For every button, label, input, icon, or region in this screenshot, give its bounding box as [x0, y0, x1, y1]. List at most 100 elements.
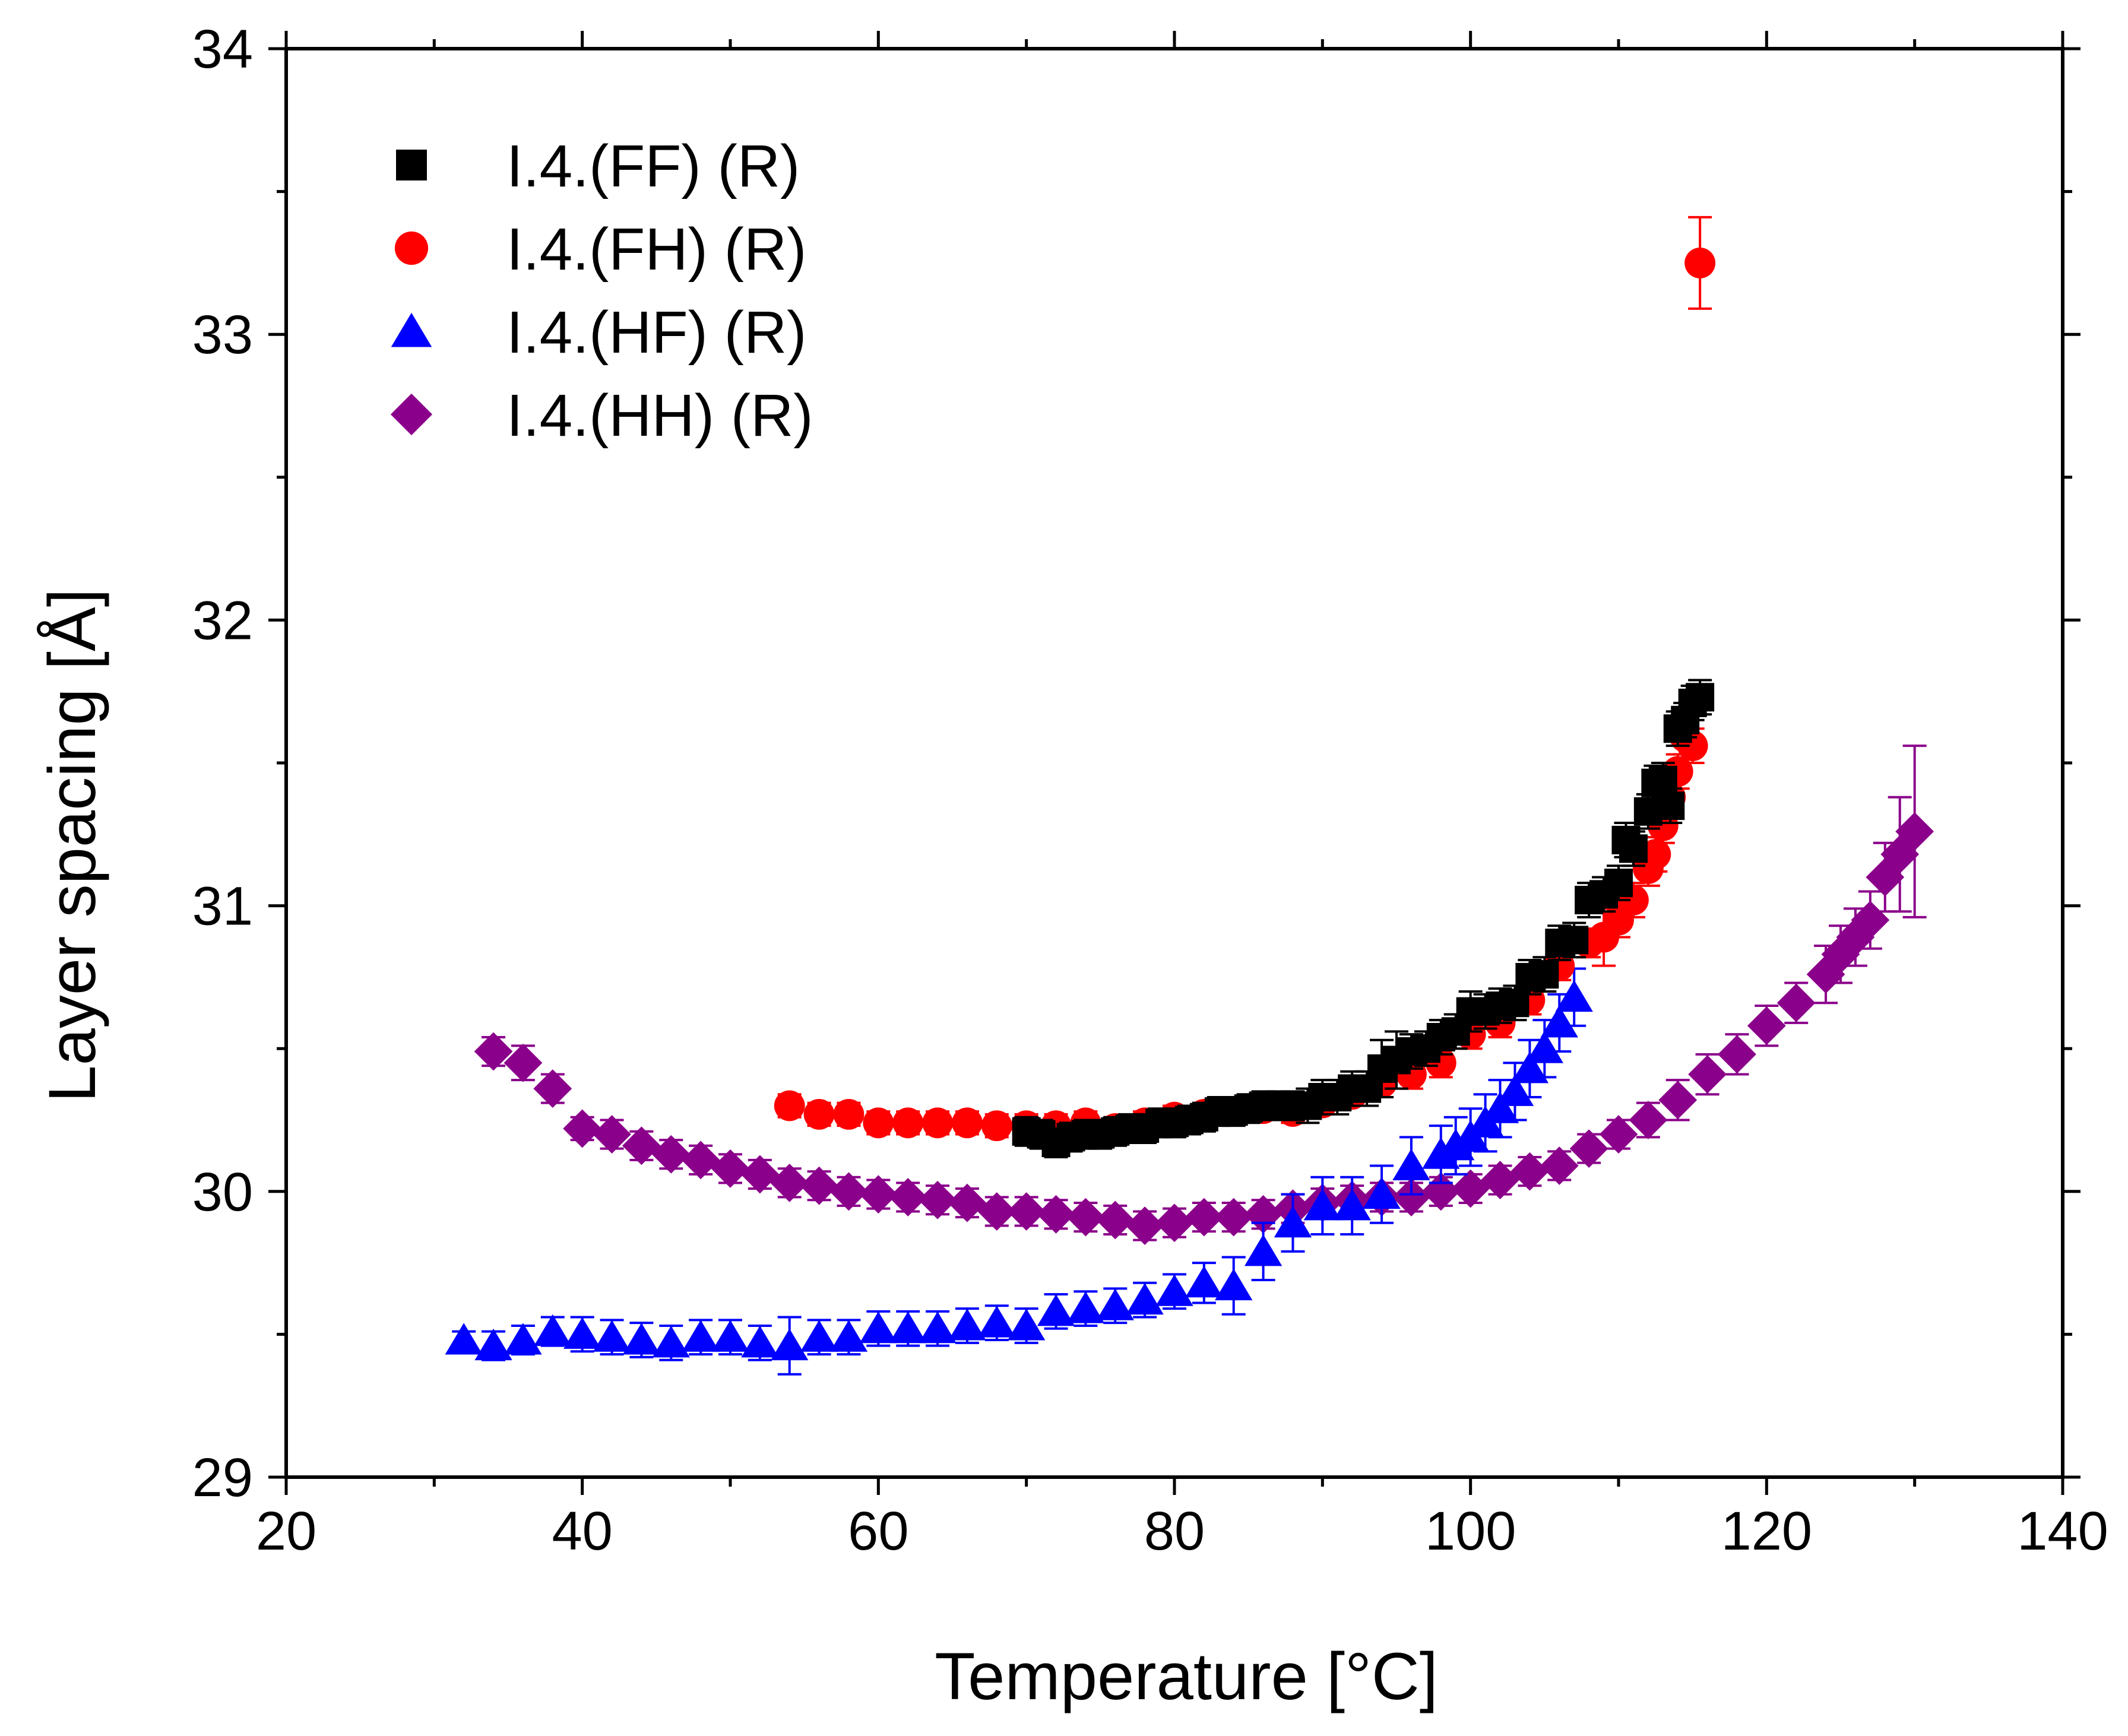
data-point: [741, 1326, 779, 1358]
data-point: [859, 1175, 898, 1214]
data-point: [1185, 1198, 1224, 1237]
data-point: [474, 1032, 513, 1071]
data-point: [1821, 935, 1860, 974]
data-point: [978, 1306, 1016, 1338]
data-point: [563, 1109, 602, 1148]
data-point: [534, 1314, 572, 1347]
data-point: [800, 1320, 838, 1352]
data-marks: [445, 216, 1934, 1376]
data-point: [682, 1320, 720, 1352]
data-point: [1619, 834, 1648, 863]
y-tick-label: 31: [192, 876, 253, 937]
data-point: [1155, 1274, 1193, 1306]
legend-label: I.4.(HH) (R): [506, 382, 813, 449]
data-point: [1125, 1206, 1164, 1245]
data-point: [1007, 1192, 1046, 1231]
data-point: [859, 1311, 898, 1344]
data-point: [1363, 1177, 1401, 1209]
data-point: [1095, 1200, 1135, 1240]
legend-entry-1: I.4.(FH) (R): [394, 216, 806, 283]
data-point: [1629, 1101, 1668, 1139]
data-point: [1880, 835, 1920, 874]
data-point: [1688, 1055, 1727, 1094]
y-axis-title: Layer spacing [Å]: [35, 588, 109, 1102]
data-point: [1274, 1205, 1312, 1238]
x-tick-label: 60: [848, 1501, 908, 1561]
data-point: [918, 1180, 957, 1219]
data-point: [1530, 960, 1559, 989]
data-point: [1303, 1189, 1342, 1221]
data-point: [1214, 1198, 1253, 1237]
data-point: [740, 1155, 780, 1194]
data-point: [1451, 1169, 1490, 1208]
data-point: [1392, 1148, 1430, 1180]
x-tick-label: 140: [2017, 1501, 2108, 1561]
data-point: [1686, 683, 1715, 712]
data-point: [803, 1098, 835, 1130]
data-point: [948, 1183, 987, 1222]
data-point: [1895, 812, 1934, 851]
legend-marker: [390, 393, 433, 436]
legend-marker: [394, 231, 429, 265]
series-0: [1012, 679, 1715, 1159]
data-point: [1185, 1265, 1223, 1298]
series-2: [445, 967, 1593, 1376]
data-point: [593, 1320, 631, 1352]
data-point: [892, 1107, 924, 1139]
data-point: [800, 1166, 838, 1205]
x-axis-title: Temperature [°C]: [935, 1639, 1438, 1713]
data-point: [1658, 1081, 1698, 1120]
data-point: [1776, 983, 1816, 1022]
y-tick-label: 29: [192, 1447, 253, 1508]
data-point: [1096, 1288, 1134, 1320]
y-tick-label: 33: [192, 305, 253, 365]
data-point: [829, 1320, 868, 1352]
legend: I.4.(FF) (R) I.4.(FH) (R) I.4.(HF) (R) I.4.…: [390, 133, 813, 449]
data-point: [1525, 1031, 1564, 1063]
data-point: [622, 1323, 661, 1355]
data-point: [1437, 1129, 1475, 1161]
data-point: [1569, 1129, 1608, 1168]
data-point: [833, 1098, 864, 1130]
data-point: [1126, 1282, 1164, 1315]
data-point: [711, 1149, 750, 1188]
legend-entry-2: I.4.(HF) (R): [391, 299, 806, 366]
data-point: [711, 1320, 749, 1352]
data-point: [445, 1323, 483, 1355]
data-point: [1422, 1137, 1460, 1169]
data-point: [1481, 1161, 1519, 1199]
data-point: [1066, 1198, 1105, 1237]
series-3: [474, 745, 1934, 1245]
data-point: [1604, 869, 1633, 898]
data-point: [863, 1107, 894, 1139]
data-point: [1718, 1035, 1756, 1074]
data-point: [651, 1135, 691, 1174]
data-point: [1333, 1189, 1371, 1221]
data-point: [1540, 1006, 1578, 1038]
data-point: [1851, 901, 1890, 940]
data-point: [474, 1328, 512, 1361]
y-tick-label: 30: [192, 1162, 253, 1222]
data-point: [1599, 1115, 1638, 1154]
legend-label: I.4.(FH) (R): [506, 216, 806, 283]
data-point: [1421, 1172, 1461, 1211]
x-tick-label: 20: [256, 1501, 316, 1561]
data-point: [774, 1090, 805, 1122]
data-point: [888, 1178, 927, 1217]
data-point: [1806, 955, 1845, 994]
data-point: [504, 1323, 542, 1355]
data-point: [1481, 1091, 1519, 1123]
data-point: [1037, 1294, 1075, 1326]
data-point: [1392, 1178, 1431, 1217]
legend-entry-3: I.4.(HH) (R): [390, 382, 813, 449]
data-point: [1555, 980, 1593, 1012]
data-point: [977, 1192, 1016, 1231]
data-point: [922, 1107, 953, 1139]
x-tick-label: 100: [1425, 1501, 1516, 1561]
data-point: [1540, 1146, 1579, 1185]
data-point: [829, 1172, 868, 1211]
data-point: [1510, 1152, 1549, 1191]
